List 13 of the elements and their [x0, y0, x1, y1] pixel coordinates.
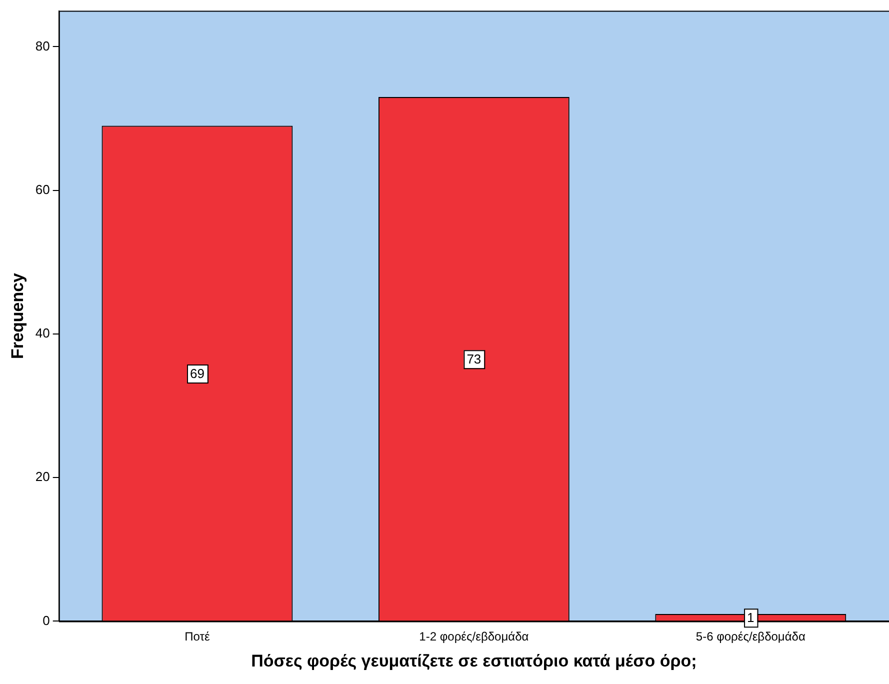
x-axis-title: Πόσες φορές γευματίζετε σε εστιατόριο κατά μέσο όρο; [251, 651, 697, 670]
y-axis-title: Frequency [8, 272, 27, 359]
y-tick-label: 20 [35, 469, 50, 484]
x-tick-label: Ποτέ [184, 630, 210, 644]
x-tick-label: 5-6 φορές/εβδομάδα [696, 630, 806, 644]
y-tick-label: 40 [35, 326, 50, 341]
data-label: 73 [466, 352, 482, 367]
x-tick-label: 1-2 φορές/εβδομάδα [419, 630, 529, 644]
data-label: 1 [747, 610, 754, 626]
y-tick-label: 60 [35, 182, 50, 197]
y-tick-label: 80 [35, 38, 50, 54]
data-label: 69 [190, 366, 204, 382]
y-tick-label: 0 [42, 612, 50, 628]
